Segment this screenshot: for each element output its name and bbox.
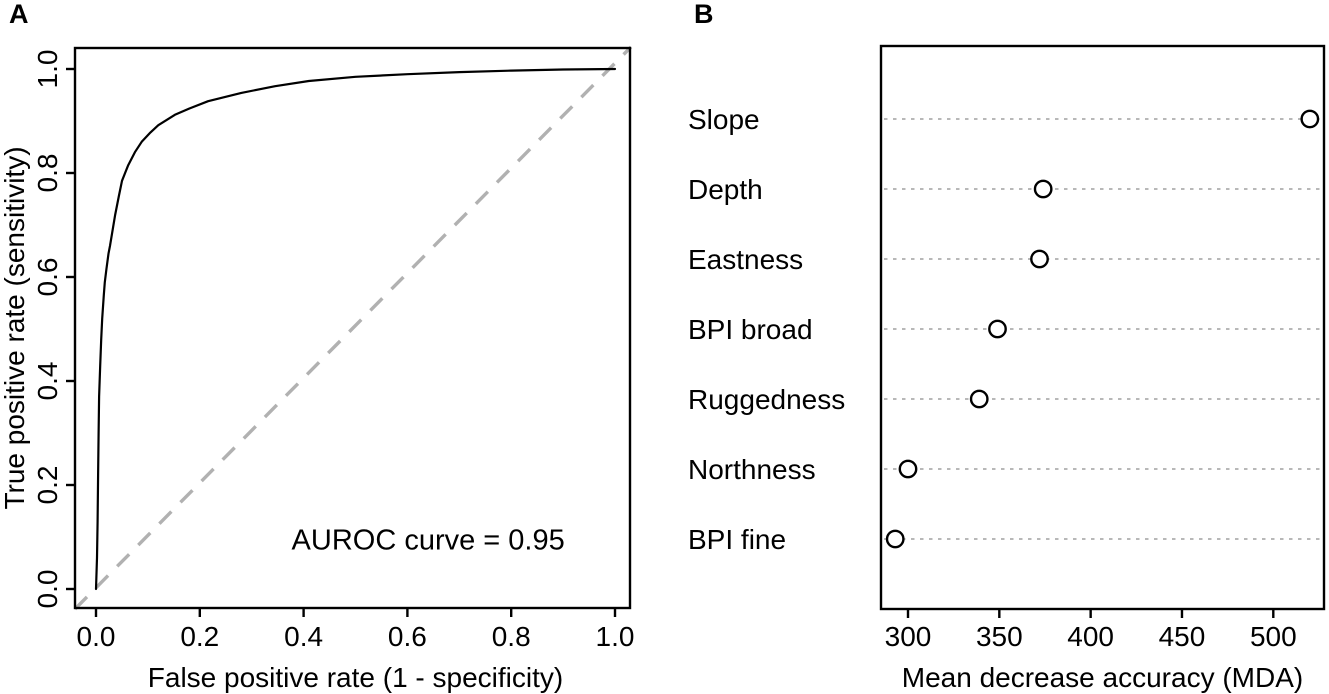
panel-a-y-tick-label: 0.6 [32,258,63,297]
mda-dot-eastness [1030,249,1049,269]
panel-b-x-axis-title: Mean decrease accuracy (MDA) [902,662,1303,693]
panel-a-x-tick-label: 0.6 [388,621,427,652]
panel-a-y-axis-title: True positive rate (sensitivity) [0,146,30,509]
category-label-northness: Northness [688,454,816,485]
mda-dot-depth [1033,179,1053,199]
category-label-bpi-fine: BPI fine [688,524,786,555]
mda-dot-northness [898,459,918,479]
panel-a-y-tick-label: 0.0 [32,570,63,609]
panel-a-y-tick-label: 0.8 [32,154,63,193]
auroc-annotation: AUROC curve = 0.95 [292,525,565,557]
panel-a-x-tick-label: 0.0 [77,621,116,652]
panel-a-x-axis-title: False positive rate (1 - specificity) [148,662,563,693]
panel-a-y-tick-label: 0.2 [32,466,63,505]
panel-b-label: B [694,0,714,29]
panel-a-label: A [9,0,29,29]
category-label-depth: Depth [688,174,763,205]
panel-a-x-tick-label: 0.8 [492,621,531,652]
panel-a-x-tick-label: 0.4 [284,621,323,652]
panel-b-x-tick-label: 450 [1159,621,1206,652]
category-label-bpi-broad: BPI broad [688,314,813,345]
mda-dot-slope [1300,109,1320,129]
category-label-ruggedness: Ruggedness [688,384,845,415]
roc-curve [94,67,617,591]
mda-dot-ruggedness [969,389,989,409]
panel-b-x-tick-label: 500 [1250,621,1297,652]
panel-a-y-tick-label: 1.0 [32,50,63,89]
category-label-eastness: Eastness [688,244,803,275]
panel-a-x-tick-label: 1.0 [596,621,635,652]
category-label-slope: Slope [688,104,760,135]
panel-b-plot-frame [879,44,1326,611]
panel-b-x-tick-label: 300 [885,621,932,652]
mda-dot-bpi-broad [988,319,1007,339]
panel-a-x-tick-label: 0.2 [180,621,219,652]
diagonal-reference-line [73,45,633,611]
panel-b-x-tick-label: 400 [1067,621,1114,652]
mda-dot-bpi-fine [885,529,905,549]
panel-b-x-tick-label: 350 [976,621,1023,652]
panel-a-plot-frame [73,46,632,610]
panel-a-y-tick-label: 0.4 [32,362,63,401]
